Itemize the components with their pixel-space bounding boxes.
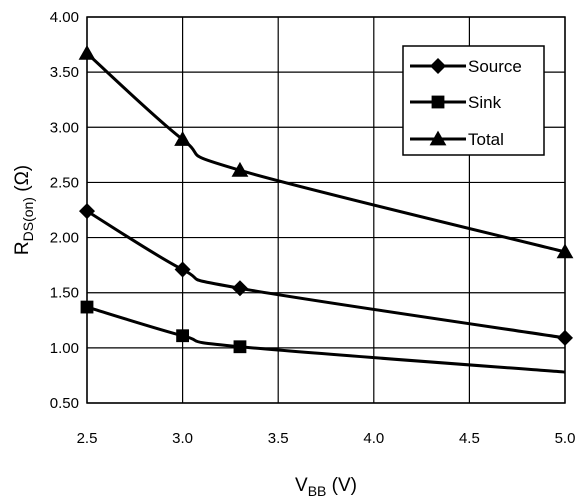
legend-label-sink: Sink (468, 93, 502, 112)
legend-marker-source (430, 58, 446, 74)
marker-source (231, 280, 248, 297)
plot-frame (86, 16, 566, 404)
y-tick-label: 3.00 (50, 119, 79, 136)
legend-marker-sink (431, 95, 445, 109)
x-axis-title-sub: BB (308, 483, 327, 499)
x-tick-labels: 2.5 3.0 3.5 4.0 4.5 5.0 (77, 430, 576, 447)
y-axis-title-unit: (Ω) (12, 165, 33, 197)
y-tick-label: 2.00 (50, 230, 79, 247)
y-tick-label: 3.50 (50, 64, 79, 81)
y-tick-label: 2.50 (50, 174, 79, 191)
x-tick-label: 4.5 (459, 430, 480, 447)
legend-marker-total (429, 130, 447, 146)
marker-sink (233, 340, 247, 354)
x-axis-title-main: V (295, 475, 308, 496)
x-tick-label: 3.5 (268, 430, 289, 447)
legend: Source Sink Total (402, 45, 545, 156)
y-axis-title-sub: DS(on) (20, 197, 36, 241)
y-tick-label: 1.50 (50, 285, 79, 302)
legend-label-source: Source (468, 57, 522, 76)
y-tick-labels: 0.50 1.00 1.50 2.00 2.50 3.00 3.50 4.00 (50, 9, 79, 412)
x-axis-title: VBB (V) (295, 475, 357, 499)
series-line-total (85, 52, 566, 254)
x-tick-label: 5.0 (555, 430, 576, 447)
series-line-sink (86, 305, 566, 374)
y-tick-label: 1.00 (50, 340, 79, 357)
x-tick-label: 3.0 (172, 430, 193, 447)
legend-label-total: Total (468, 130, 504, 149)
y-axis-title-main: R (12, 241, 33, 255)
y-tick-label: 4.00 (50, 9, 79, 26)
marker-total (174, 131, 191, 146)
y-tick-label: 0.50 (50, 395, 79, 412)
x-tick-label: 2.5 (77, 430, 98, 447)
y-axis-title: RDS(on) (Ω) (12, 165, 36, 255)
marker-total (231, 161, 249, 177)
x-axis-title-unit: (V) (326, 475, 357, 496)
marker-sink (176, 329, 189, 343)
series-line-source (86, 209, 566, 340)
series-lines (85, 52, 566, 374)
marker-source (174, 261, 191, 278)
x-tick-label: 4.0 (363, 430, 384, 447)
